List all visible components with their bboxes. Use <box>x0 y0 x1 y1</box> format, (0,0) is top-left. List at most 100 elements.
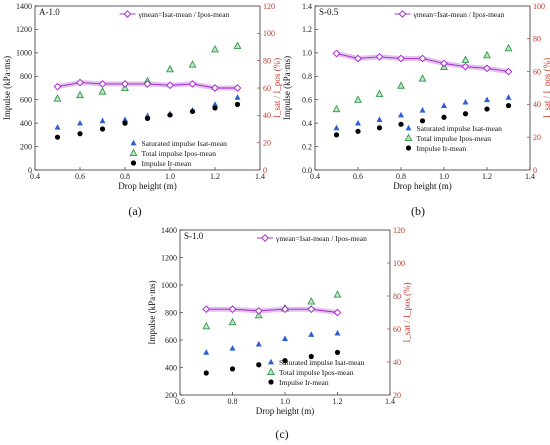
y2-axis-label: I_sat / I_pos (%) <box>402 282 412 342</box>
x-tick-label: 1.2 <box>482 172 492 181</box>
ratio-point <box>375 53 384 61</box>
x-tick-label: 1.4 <box>385 397 395 406</box>
x-tick-label: 0.6 <box>175 397 185 406</box>
saturated-point <box>122 116 128 123</box>
y2-tick-label: 80 <box>393 292 401 301</box>
ratio-point <box>307 305 316 314</box>
y-tick-label: 0.2 <box>302 142 312 151</box>
total-point <box>397 81 405 89</box>
ratio-point <box>76 78 84 87</box>
ratio-point <box>332 49 341 58</box>
y-tick-label: 1.2 <box>302 25 312 34</box>
ratio-point <box>333 308 342 317</box>
legend-total-label: Total impulse Ipos-mean <box>142 149 217 158</box>
ratio-point <box>211 84 219 92</box>
y2-tick-label: 0 <box>263 166 267 175</box>
saturated-point <box>203 349 210 355</box>
ratio-line <box>206 308 338 313</box>
panel-caption: (c) <box>275 427 288 441</box>
ratio-point <box>121 80 129 88</box>
total-point <box>418 74 427 82</box>
saturated-point <box>212 101 218 107</box>
x-tick-label: 0.8 <box>396 172 406 181</box>
y-tick-label: 1000 <box>16 49 32 58</box>
panel-label: S-0.5 <box>319 7 339 17</box>
x-tick-label: 1.2 <box>333 397 343 406</box>
legend-ratio-label: γmean=Isat-mean / Ipos-mean <box>138 10 230 19</box>
x-tick-label: 0.4 <box>30 172 40 181</box>
ratio-point <box>461 62 470 71</box>
y-tick-label: 0.8 <box>302 72 312 81</box>
legend-impulse-marker <box>268 379 274 385</box>
impulse-point <box>203 370 209 376</box>
y2-tick-label: 80 <box>533 35 541 44</box>
saturated-point <box>419 107 426 113</box>
saturated-point <box>77 119 83 126</box>
impulse-point <box>256 362 262 368</box>
legend-total-marker <box>404 133 413 142</box>
y-tick-label: 600 <box>165 336 177 345</box>
panel-caption: (a) <box>128 204 141 218</box>
ratio-point <box>418 54 427 63</box>
saturated-point <box>355 119 361 126</box>
legend-saturated-label: Saturated impulse Isat-mean <box>417 124 503 133</box>
saturated-point <box>441 102 447 108</box>
legend-total-label: Total impulse Ipos-mean <box>417 134 492 143</box>
y2-tick-label: 80 <box>263 56 271 65</box>
impulse-point <box>234 101 241 107</box>
legend-ratio-marker <box>398 10 407 18</box>
y-tick-label: 200 <box>165 391 177 400</box>
total-point <box>332 104 341 113</box>
y-tick-label: 1400 <box>16 2 32 11</box>
legend-ratio-marker <box>123 10 132 18</box>
x-axis-label: Drop height (m) <box>393 181 452 191</box>
total-point <box>375 89 384 97</box>
impulse-point <box>505 102 512 109</box>
impulse-point <box>441 114 447 120</box>
x-tick-label: 1.0 <box>439 172 449 181</box>
total-point <box>461 55 470 63</box>
x-tick-label: 0.4 <box>310 172 320 181</box>
y-tick-label: 0.6 <box>302 96 312 105</box>
y2-tick-label: 60 <box>393 325 401 334</box>
y-tick-label: 1400 <box>161 226 177 235</box>
impulse-point <box>122 120 128 126</box>
saturated-point <box>54 124 61 130</box>
total-point <box>233 41 242 49</box>
ratio-point <box>202 305 211 314</box>
legend-saturated-label: Saturated impulse Isat-mean <box>279 358 365 367</box>
impulse-point <box>398 121 404 127</box>
legend-impulse-label: Impulse Ir-mean <box>417 144 467 153</box>
legend-ratio-label: γmean=Isat-mean / Ipos-mean <box>275 234 367 243</box>
impulse-point <box>334 349 341 355</box>
y2-tick-label: 40 <box>263 111 271 120</box>
legend-saturated-label: Saturated impulse Isat-mean <box>142 139 228 148</box>
ratio-point <box>228 305 237 314</box>
chart-panel-3: 0.6 0.8 1.0 1.2 1.4 200 400 600 800 1000 1200 1400 2… <box>147 226 412 441</box>
y2-tick-label: 100 <box>393 259 405 268</box>
y2-tick-label: 100 <box>533 2 545 11</box>
panel-label: S-1.0 <box>184 231 204 241</box>
y-axis-label: Impulse (kPa·ms) <box>147 280 157 344</box>
saturated-point <box>334 329 341 336</box>
ratio-point <box>233 84 242 92</box>
impulse-point <box>77 131 83 137</box>
impulse-point <box>308 353 314 360</box>
impulse-point <box>99 126 106 132</box>
impulse-point <box>355 128 361 134</box>
ratio-point <box>354 54 362 63</box>
legend-saturated-marker <box>268 358 274 365</box>
total-point <box>53 94 62 102</box>
x-tick-label: 1.0 <box>165 172 175 181</box>
legend-impulse-marker <box>405 145 412 151</box>
y2-tick-label: 60 <box>533 67 541 76</box>
legend-total-marker <box>129 148 138 157</box>
ratio-point <box>254 307 263 315</box>
x-axis-label: Drop height (m) <box>118 181 177 191</box>
legend-total-label: Total impulse Ipos-mean <box>279 368 354 377</box>
y2-tick-label: 120 <box>263 2 275 11</box>
total-point <box>333 290 342 298</box>
y-tick-label: 600 <box>20 96 32 105</box>
impulse-point <box>419 118 426 124</box>
